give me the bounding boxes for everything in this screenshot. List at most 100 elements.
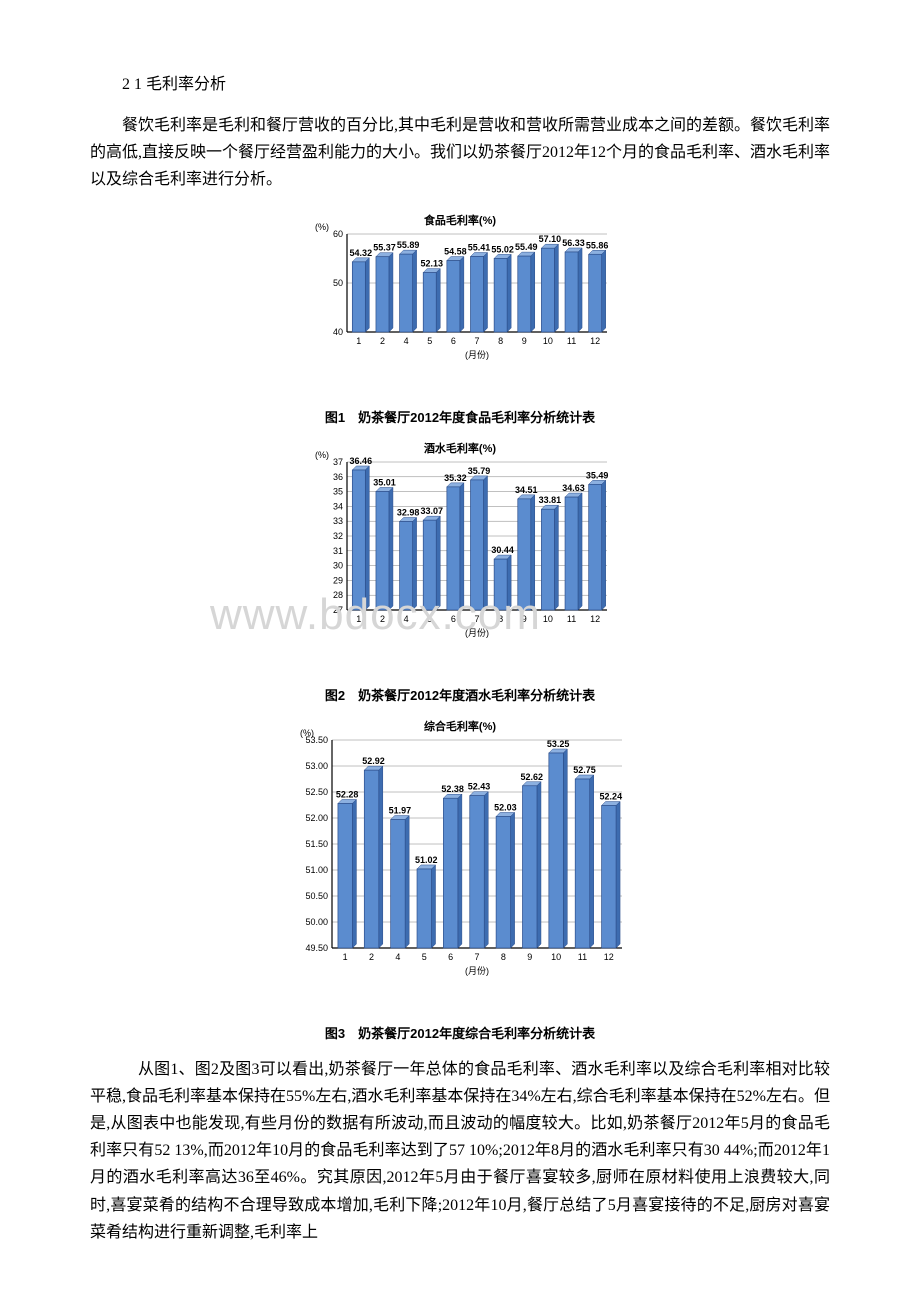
svg-text:52.75: 52.75: [573, 765, 596, 775]
svg-text:33.07: 33.07: [420, 506, 443, 516]
svg-text:54.32: 54.32: [350, 247, 373, 257]
svg-text:8: 8: [498, 614, 503, 624]
svg-text:5: 5: [427, 614, 432, 624]
svg-text:51.50: 51.50: [305, 839, 328, 849]
svg-text:35.79: 35.79: [468, 465, 491, 475]
svg-text:55.89: 55.89: [397, 240, 420, 250]
svg-text:35.32: 35.32: [444, 472, 467, 482]
overall-gross-margin-chart: 综合毛利率(%)(%)49.5050.0050.5051.0051.5052.0…: [290, 718, 630, 1014]
svg-text:31: 31: [333, 545, 343, 555]
svg-text:11: 11: [567, 336, 576, 346]
svg-text:7: 7: [474, 952, 479, 962]
svg-text:34: 34: [333, 501, 343, 511]
chart3-container: 综合毛利率(%)(%)49.5050.0050.5051.0051.5052.0…: [90, 718, 830, 1019]
svg-text:34.51: 34.51: [515, 484, 538, 494]
svg-text:(%): (%): [315, 450, 329, 460]
svg-text:33: 33: [333, 516, 343, 526]
svg-text:6: 6: [451, 614, 456, 624]
svg-text:8: 8: [498, 336, 503, 346]
svg-text:30: 30: [333, 560, 343, 570]
svg-text:4: 4: [404, 336, 409, 346]
svg-text:(月份): (月份): [465, 965, 489, 976]
svg-text:60: 60: [333, 229, 343, 239]
svg-text:36: 36: [333, 471, 343, 481]
svg-text:9: 9: [527, 952, 532, 962]
chart1-caption: 图1 奶茶餐厅2012年度食品毛利率分析统计表: [90, 407, 830, 426]
beverage-gross-margin-chart: 酒水毛利率(%)(%)272829303132333435363736.4613…: [305, 440, 615, 676]
svg-text:52.00: 52.00: [305, 813, 328, 823]
svg-text:37: 37: [333, 457, 343, 467]
svg-text:4: 4: [404, 614, 409, 624]
svg-text:1: 1: [343, 952, 348, 962]
svg-text:32: 32: [333, 531, 343, 541]
svg-text:7: 7: [474, 614, 479, 624]
svg-text:52.24: 52.24: [600, 791, 623, 801]
svg-text:49.50: 49.50: [305, 943, 328, 953]
svg-text:53.25: 53.25: [547, 739, 570, 749]
svg-text:52.28: 52.28: [336, 789, 359, 799]
svg-text:52.62: 52.62: [520, 771, 543, 781]
svg-text:51.97: 51.97: [389, 805, 412, 815]
svg-text:11: 11: [567, 614, 576, 624]
chart2-caption: 图2 奶茶餐厅2012年度酒水毛利率分析统计表: [90, 685, 830, 704]
svg-text:10: 10: [551, 952, 561, 962]
svg-text:34.63: 34.63: [562, 483, 585, 493]
svg-text:4: 4: [395, 952, 400, 962]
svg-text:55.37: 55.37: [373, 242, 396, 252]
svg-text:8: 8: [501, 952, 506, 962]
svg-text:35.49: 35.49: [586, 470, 609, 480]
svg-text:9: 9: [522, 336, 527, 346]
svg-text:32.98: 32.98: [397, 507, 420, 517]
analysis-paragraph: 从图1、图2及图3可以看出,奶茶餐厅一年总体的食品毛利率、酒水毛利率以及综合毛利…: [90, 1056, 830, 1246]
svg-text:10: 10: [543, 336, 553, 346]
svg-text:52.50: 52.50: [305, 787, 328, 797]
svg-text:52.03: 52.03: [494, 802, 517, 812]
svg-text:28: 28: [333, 590, 343, 600]
svg-text:食品毛利率(%): 食品毛利率(%): [424, 213, 496, 227]
svg-text:51.02: 51.02: [415, 855, 438, 865]
svg-text:12: 12: [604, 952, 614, 962]
svg-text:27: 27: [333, 605, 343, 615]
chart3-caption: 图3 奶茶餐厅2012年度综合毛利率分析统计表: [90, 1023, 830, 1042]
svg-text:10: 10: [543, 614, 553, 624]
svg-text:55.86: 55.86: [586, 240, 609, 250]
svg-text:酒水毛利率(%): 酒水毛利率(%): [424, 441, 496, 455]
svg-text:50.50: 50.50: [305, 891, 328, 901]
svg-text:1: 1: [356, 336, 361, 346]
svg-text:53.00: 53.00: [305, 761, 328, 771]
svg-text:(月份): (月份): [465, 627, 489, 638]
svg-text:55.02: 55.02: [491, 244, 514, 254]
svg-text:36.46: 36.46: [350, 456, 373, 466]
svg-text:56.33: 56.33: [562, 238, 585, 248]
svg-text:5: 5: [427, 336, 432, 346]
intro-paragraph: 餐饮毛利率是毛利和餐厅营收的百分比,其中毛利是营收和营收所需营业成本之间的差额。…: [90, 112, 830, 194]
svg-text:5: 5: [422, 952, 427, 962]
svg-text:(月份): (月份): [465, 349, 489, 360]
svg-text:55.41: 55.41: [468, 242, 491, 252]
svg-text:2: 2: [369, 952, 374, 962]
svg-text:12: 12: [590, 336, 600, 346]
svg-text:(%): (%): [315, 222, 329, 232]
svg-text:57.10: 57.10: [539, 234, 562, 244]
section-title: 2 1 毛利率分析: [90, 70, 830, 94]
svg-text:52.92: 52.92: [362, 756, 385, 766]
svg-text:35: 35: [333, 486, 343, 496]
svg-text:55.49: 55.49: [515, 242, 538, 252]
svg-text:2: 2: [380, 614, 385, 624]
svg-text:54.58: 54.58: [444, 246, 467, 256]
svg-text:2: 2: [380, 336, 385, 346]
svg-text:6: 6: [451, 336, 456, 346]
svg-text:33.81: 33.81: [539, 495, 562, 505]
svg-text:40: 40: [333, 327, 343, 337]
svg-text:50.00: 50.00: [305, 917, 328, 927]
svg-text:53.50: 53.50: [305, 735, 328, 745]
svg-text:12: 12: [590, 614, 600, 624]
svg-text:52.38: 52.38: [441, 784, 464, 794]
chart2-container: 酒水毛利率(%)(%)272829303132333435363736.4613…: [90, 440, 830, 681]
svg-text:52.13: 52.13: [420, 258, 443, 268]
svg-text:35.01: 35.01: [373, 477, 396, 487]
svg-text:9: 9: [522, 614, 527, 624]
svg-text:7: 7: [474, 336, 479, 346]
svg-text:52.43: 52.43: [468, 781, 491, 791]
food-gross-margin-chart: 食品毛利率(%)(%)40506054.32155.37255.89452.13…: [305, 212, 615, 398]
